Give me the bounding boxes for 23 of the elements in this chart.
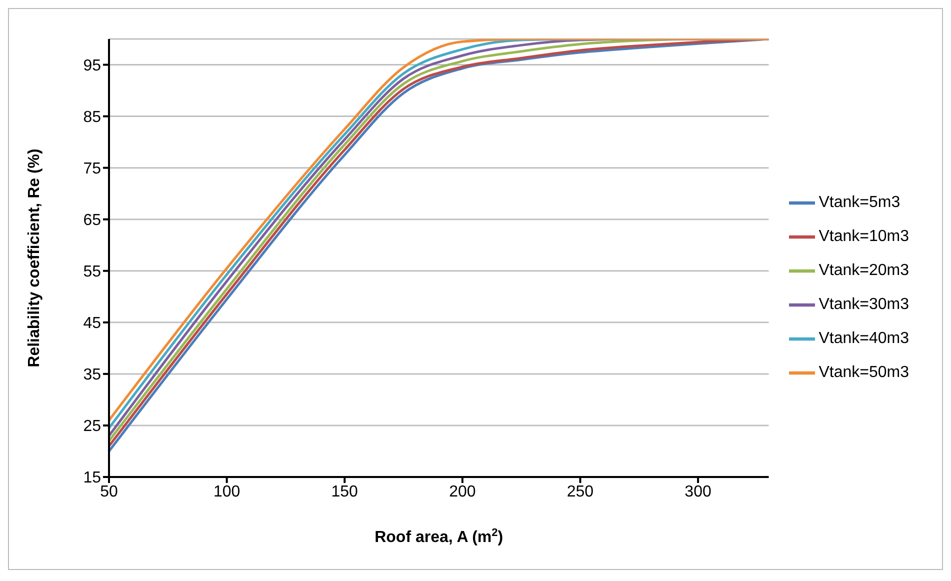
legend-label: Vtank=5m3	[818, 194, 900, 211]
y-tick-label: 45	[83, 315, 102, 332]
x-tick-label: 250	[566, 483, 594, 500]
y-axis-title: Reliability coefficient, Re (%)	[26, 148, 43, 368]
y-tick-label: 95	[83, 57, 102, 74]
x-axis-title: Roof area, A (m$^{2}$)	[374, 527, 504, 546]
legend-label: Vtank=50m3	[818, 364, 909, 381]
y-tick-label: 55	[83, 264, 102, 281]
x-tick-label: 200	[449, 483, 476, 500]
y-tick-label: 65	[83, 212, 102, 230]
legend-label: Vtank=10m3	[818, 228, 909, 245]
legend-label: Vtank=20m3	[818, 262, 909, 279]
x-tick-label: 300	[684, 483, 712, 500]
x-tick-label: 150	[331, 483, 358, 500]
y-tick-label: 35	[83, 366, 102, 384]
y-tick-label: 15	[83, 470, 102, 487]
y-tick-label: 85	[83, 108, 102, 126]
legend-label: Vtank=40m3	[818, 330, 909, 347]
legend-label: Vtank=30m3	[818, 296, 909, 313]
x-tick-label: 100	[213, 483, 240, 500]
y-tick-label: 75	[83, 160, 102, 178]
y-tick-label: 25	[83, 418, 102, 436]
x-tick-label: 50	[100, 483, 118, 500]
